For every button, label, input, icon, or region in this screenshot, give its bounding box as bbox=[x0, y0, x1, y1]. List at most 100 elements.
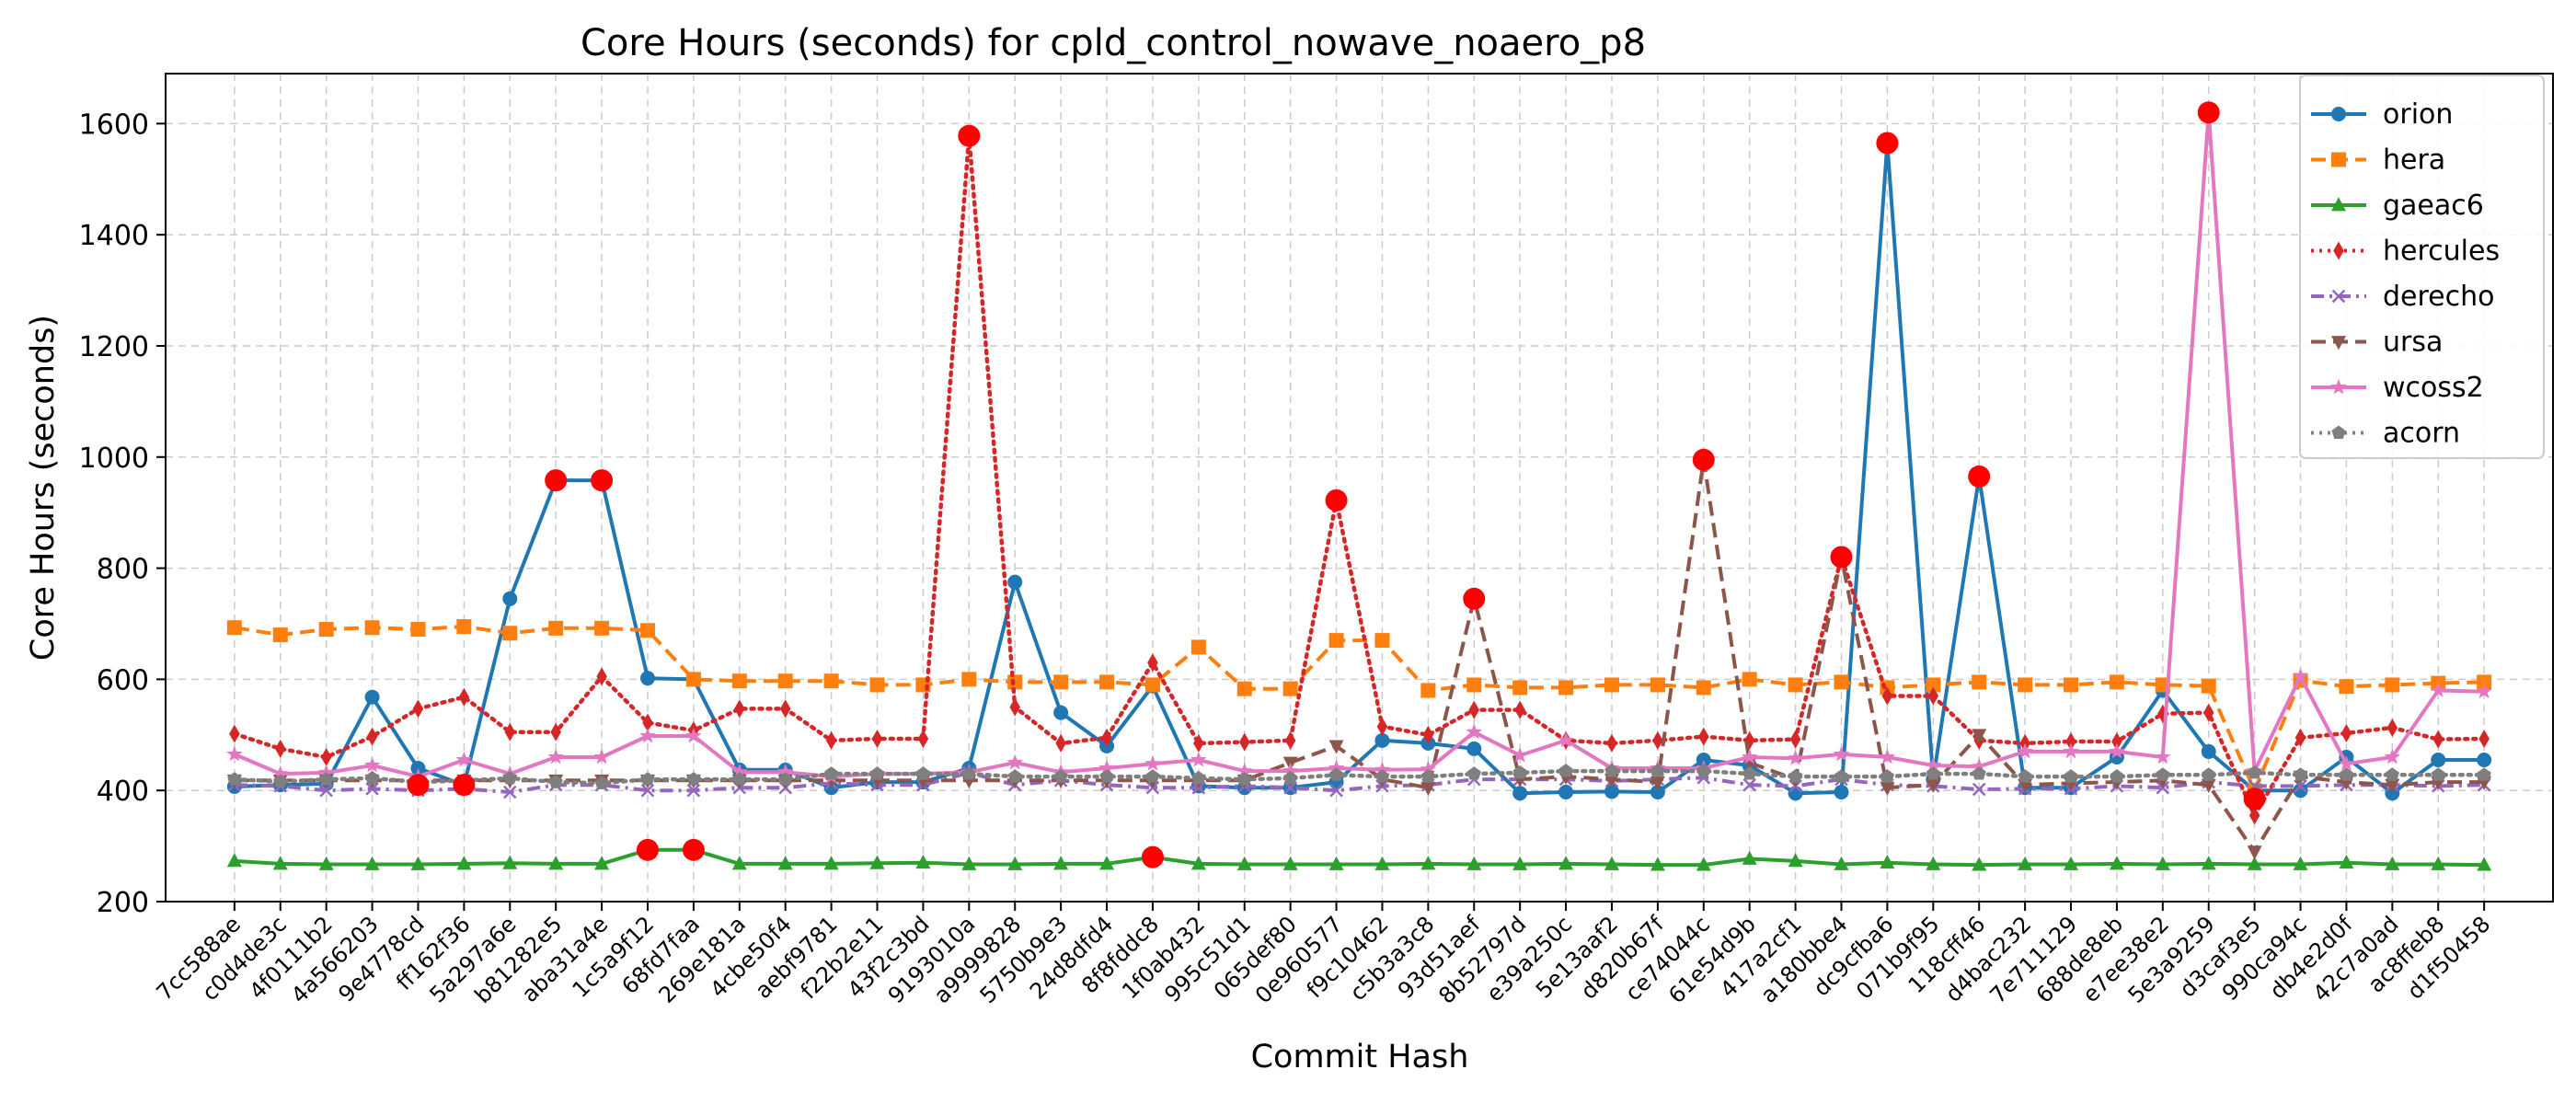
series-point bbox=[2477, 857, 2492, 871]
series-point bbox=[2478, 730, 2490, 749]
series-point bbox=[548, 620, 564, 636]
series-point bbox=[1376, 717, 1388, 736]
y-tick-label: 400 bbox=[97, 776, 149, 808]
series-point bbox=[1512, 765, 1527, 779]
x-axis-label: Commit Hash bbox=[1251, 1039, 1469, 1075]
series-point bbox=[458, 687, 470, 707]
series-point bbox=[2293, 767, 2308, 781]
series-point bbox=[455, 751, 473, 767]
series-point bbox=[364, 770, 380, 785]
series-point bbox=[1558, 785, 1574, 800]
series-point bbox=[1833, 745, 1850, 762]
series-point bbox=[2109, 674, 2124, 690]
series-point bbox=[2109, 742, 2125, 759]
series-point bbox=[412, 699, 424, 719]
series-point bbox=[2477, 674, 2492, 690]
legend-label: hera bbox=[2383, 144, 2445, 177]
series-point bbox=[2201, 678, 2216, 694]
series-point bbox=[1328, 740, 1344, 754]
series-line bbox=[232, 768, 2487, 786]
series-point bbox=[2386, 718, 2398, 737]
anomaly-marker bbox=[1141, 845, 1164, 868]
series-point bbox=[1422, 725, 1434, 744]
y-tick-label: 600 bbox=[97, 664, 149, 696]
series-point bbox=[869, 766, 885, 780]
series-point bbox=[1925, 756, 1942, 773]
series-point bbox=[548, 856, 564, 870]
series-line bbox=[234, 770, 2485, 794]
series-point bbox=[502, 855, 518, 869]
series-point bbox=[274, 739, 286, 758]
series-point bbox=[318, 622, 334, 638]
series-point bbox=[1834, 674, 1849, 690]
series-point bbox=[1880, 854, 1895, 869]
series-point bbox=[2339, 679, 2354, 695]
series-hercules bbox=[229, 126, 2490, 825]
series-point bbox=[1238, 732, 1250, 752]
series-point bbox=[226, 745, 243, 762]
series-point bbox=[410, 856, 426, 870]
anomaly-marker bbox=[1325, 489, 1348, 512]
series-point bbox=[1741, 748, 1758, 765]
series-point bbox=[2018, 856, 2033, 870]
series-point bbox=[778, 772, 793, 786]
series-point bbox=[1512, 746, 1528, 763]
series-point bbox=[502, 591, 518, 606]
series-point bbox=[2064, 856, 2079, 870]
series-point bbox=[2431, 856, 2446, 870]
series-point bbox=[1972, 857, 1987, 871]
series-gaeac6 bbox=[226, 842, 2492, 871]
series-point bbox=[1006, 753, 1023, 770]
series-point bbox=[1007, 856, 1023, 870]
series-line bbox=[234, 457, 2485, 854]
y-tick-label: 1000 bbox=[79, 443, 149, 475]
anomaly-marker bbox=[1692, 448, 1715, 471]
series-point bbox=[2477, 767, 2491, 781]
series-line bbox=[234, 847, 2485, 868]
plot-frame bbox=[165, 73, 2554, 903]
series-wcoss2 bbox=[226, 104, 2492, 784]
anomaly-marker bbox=[453, 774, 476, 797]
series-point bbox=[1420, 769, 1435, 783]
series-point bbox=[1374, 633, 1390, 649]
series-point bbox=[1007, 574, 1023, 590]
series-point bbox=[1190, 856, 1206, 870]
series-point bbox=[1191, 770, 1206, 785]
y-axis-ticks: 200 400 600 800 1000 1200 1400 1600 bbox=[79, 109, 166, 919]
series-point bbox=[1193, 733, 1204, 753]
series-point bbox=[1650, 764, 1665, 777]
series-point bbox=[1420, 761, 1437, 776]
series-point bbox=[2331, 197, 2346, 212]
series-point bbox=[961, 766, 976, 780]
series-point bbox=[686, 772, 701, 786]
series-point bbox=[2385, 778, 2400, 793]
series-point bbox=[2476, 683, 2492, 699]
anomaly-marker bbox=[1876, 132, 1899, 155]
series-point bbox=[961, 672, 977, 687]
series-point bbox=[1374, 732, 1390, 748]
y-tick-label: 1600 bbox=[79, 109, 149, 141]
series-point bbox=[1926, 766, 1940, 780]
series-point bbox=[1558, 764, 1573, 777]
y-tick-label: 800 bbox=[97, 554, 149, 586]
series-point bbox=[1742, 850, 1757, 865]
series-point bbox=[2339, 854, 2354, 869]
series-point bbox=[2294, 728, 2306, 747]
series-point bbox=[1652, 730, 1663, 750]
anomaly-marker bbox=[1968, 465, 1991, 488]
series-point bbox=[869, 855, 885, 869]
series-point bbox=[1558, 731, 1574, 748]
series-point bbox=[1053, 769, 1068, 783]
series-point bbox=[2063, 742, 2079, 759]
series-point bbox=[2064, 677, 2079, 693]
series-point bbox=[1420, 781, 1436, 796]
series-line bbox=[234, 141, 2485, 796]
series-point bbox=[1558, 680, 1574, 696]
series-point bbox=[2201, 778, 2216, 793]
series-point bbox=[1283, 770, 1298, 785]
series-point bbox=[2247, 856, 2262, 870]
legend-item-gaeac6: gaeac6 bbox=[2311, 190, 2484, 222]
series-point bbox=[2292, 668, 2309, 684]
series-point bbox=[1190, 751, 1207, 767]
series-point bbox=[1926, 778, 1941, 793]
